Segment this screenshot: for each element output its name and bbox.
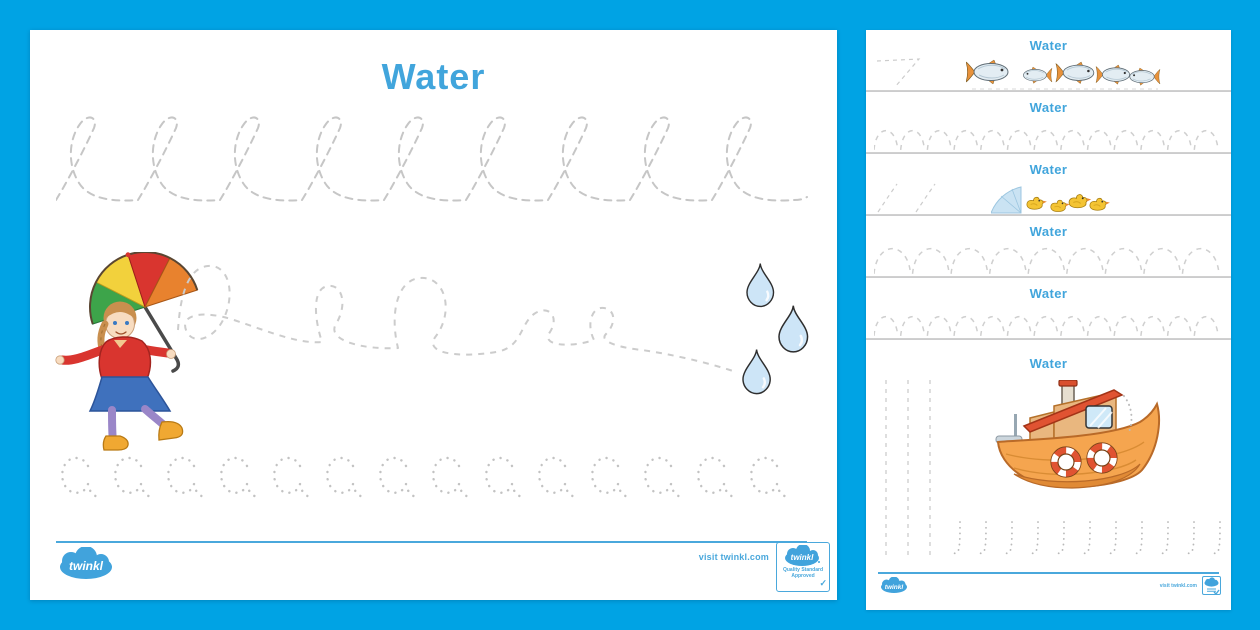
trace-dotted-e-row bbox=[61, 456, 793, 500]
svg-text:twinkl: twinkl bbox=[791, 553, 814, 562]
preview-twinkl-logo: twinkl bbox=[881, 577, 907, 593]
badge-check-icon: ✓ bbox=[819, 578, 827, 588]
trace-loop-row bbox=[56, 116, 808, 202]
boat-roof bbox=[1022, 389, 1124, 433]
preview-page-humps-2: Water bbox=[866, 278, 1231, 340]
preview-title: Water bbox=[1029, 38, 1068, 53]
visit-twinkl-link[interactable]: visit twinkl.com bbox=[698, 552, 769, 562]
girl-front-boot bbox=[158, 420, 184, 441]
trace-dotted-hooks bbox=[952, 521, 1221, 555]
girl-jacket bbox=[98, 336, 152, 380]
girl-skirt bbox=[88, 376, 172, 412]
svg-text:twinkl: twinkl bbox=[885, 584, 904, 591]
preview-title: Water bbox=[1029, 162, 1068, 177]
preview-page-boat: Water bbox=[866, 340, 1231, 610]
quality-badge: twinkl Quality Standard Approved ✓ bbox=[776, 542, 830, 592]
trace-diagonal-curves bbox=[877, 183, 936, 213]
boat-life-ring-left bbox=[1050, 446, 1082, 478]
badge-line-1: Quality Standard bbox=[782, 567, 823, 573]
footer-divider bbox=[56, 541, 807, 543]
worksheet-title: Water bbox=[381, 56, 486, 97]
trace-vertical-lines bbox=[885, 380, 931, 556]
girl-front-hand bbox=[166, 349, 176, 359]
trace-small-humps bbox=[874, 315, 1219, 337]
quality-badge-cloud-icon: twinkl bbox=[785, 545, 820, 566]
preview-page-fish: Water bbox=[866, 30, 1231, 92]
preview-page-ducks: Water bbox=[866, 154, 1231, 216]
water-droplets-illustration bbox=[741, 262, 809, 395]
preview-title: Water bbox=[1029, 100, 1068, 115]
boat-mast bbox=[1014, 414, 1017, 440]
steam-boat-illustration bbox=[995, 380, 1160, 489]
twinkl-logo: twinkl bbox=[60, 547, 112, 579]
preview-page-humps-1: Water bbox=[866, 92, 1231, 154]
trace-small-humps bbox=[874, 129, 1219, 151]
preview-page-stack: Water Water Water bbox=[866, 30, 1231, 610]
fish-school-illustration bbox=[966, 59, 1161, 90]
preview-quality-badge-icon bbox=[1202, 576, 1221, 595]
preview-title: Water bbox=[1029, 224, 1068, 239]
preview-title: Water bbox=[1029, 356, 1068, 371]
trace-wave-path bbox=[177, 264, 737, 373]
preview-visit-twinkl-link[interactable]: visit twinkl.com bbox=[1159, 583, 1197, 589]
trace-zigzag bbox=[876, 58, 921, 88]
preview-page-arches: Water bbox=[866, 216, 1231, 278]
preview-title: Water bbox=[1029, 286, 1068, 301]
girl-with-umbrella-illustration bbox=[55, 252, 199, 451]
water-fan-and-ducklings-illustration bbox=[991, 186, 1111, 214]
umbrella-handle bbox=[143, 305, 181, 373]
trace-large-arches bbox=[874, 247, 1220, 275]
girl-back-boot bbox=[102, 435, 129, 451]
girl-back-hand bbox=[55, 355, 65, 365]
twinkl-logo-text: twinkl bbox=[69, 559, 104, 573]
boat-life-ring-right bbox=[1086, 442, 1118, 474]
badge-line-2: Approved bbox=[791, 573, 815, 579]
main-worksheet-sheet: Water bbox=[30, 30, 837, 600]
preview-footer-divider bbox=[878, 572, 1219, 574]
